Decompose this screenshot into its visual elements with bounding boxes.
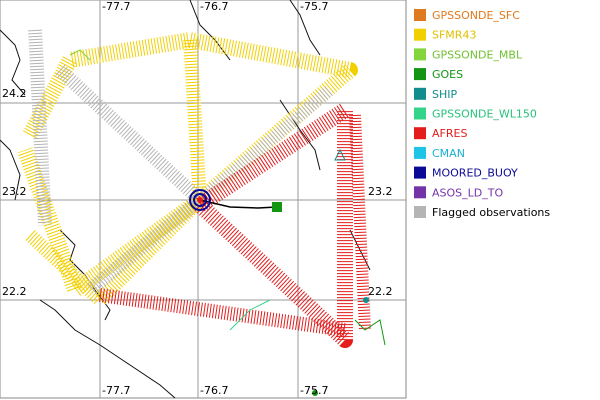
legend-swatch bbox=[414, 107, 426, 120]
legend-label: SFMR43 bbox=[432, 29, 476, 42]
lon-label: -75.7 bbox=[300, 384, 328, 397]
legend-label: GOES bbox=[432, 68, 463, 81]
legend-label: GPSSONDE_SFC bbox=[432, 9, 520, 22]
lat-label: 23.2 bbox=[2, 185, 27, 198]
lon-label: -77.7 bbox=[102, 384, 130, 397]
lat-label: 22.2 bbox=[368, 285, 393, 298]
legend-swatch bbox=[414, 127, 426, 140]
legend-swatch bbox=[414, 206, 426, 218]
legend-swatch bbox=[414, 48, 426, 61]
lat-label: 22.2 bbox=[2, 285, 27, 298]
lon-label: -76.7 bbox=[200, 0, 228, 13]
legend-swatch bbox=[414, 87, 426, 100]
lon-label: -76.7 bbox=[200, 384, 228, 397]
lat-label: 24.2 bbox=[2, 87, 27, 100]
legend-swatch bbox=[414, 146, 426, 159]
coordinate-labels: -77.7 -76.7 -75.7 -77.7 -76.7 -75.7 24.2… bbox=[2, 0, 393, 397]
legend-label: CMAN bbox=[432, 147, 465, 160]
legend-swatch bbox=[414, 186, 426, 199]
legend-label: AFRES bbox=[432, 127, 467, 140]
legend-label: SHIP bbox=[432, 88, 457, 101]
legend-swatch bbox=[414, 68, 426, 81]
lon-label: -77.7 bbox=[102, 0, 130, 13]
lon-label: -75.7 bbox=[300, 0, 328, 13]
legend-label: Flagged observations bbox=[432, 206, 550, 219]
legend-swatch bbox=[414, 166, 426, 179]
legend-label: GPSSONDE_MBL bbox=[432, 48, 523, 61]
legend-label: GPSSONDE_WL150 bbox=[432, 108, 537, 121]
legend-swatch bbox=[414, 28, 426, 41]
legend-swatch bbox=[414, 9, 426, 21]
legend-label: MOORED_BUOY bbox=[432, 167, 518, 180]
observation-tracks bbox=[17, 29, 386, 396]
legend-label: ASOS_LD_TO bbox=[432, 186, 503, 199]
lat-label: 23.2 bbox=[368, 185, 393, 198]
legend: GPSSONDE_SFC SFMR43 GPSSONDE_MBL GOES SHIP GP… bbox=[414, 9, 550, 219]
